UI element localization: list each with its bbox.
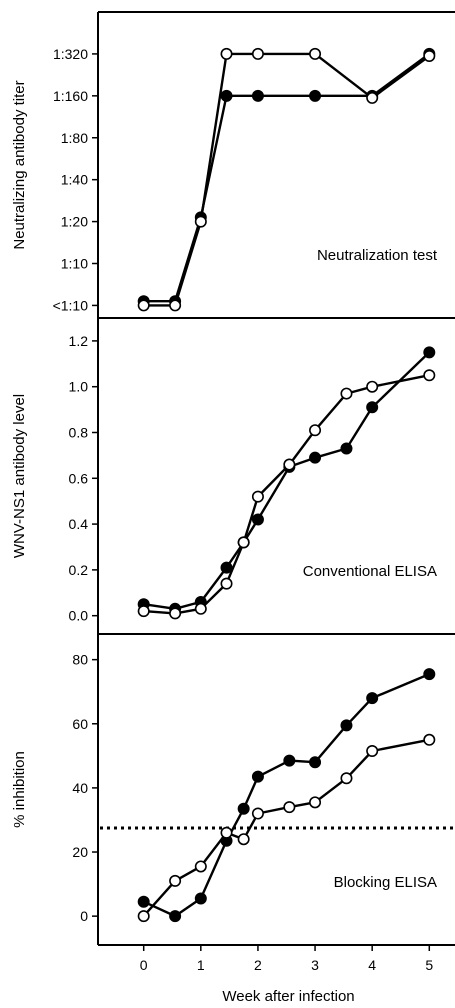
conventional-elisa-open-point (423, 369, 436, 382)
conventional-elisa-open-point (137, 605, 150, 618)
conventional-elisa-y-tick-label: 0.6 (69, 470, 89, 486)
blocking-elisa-x-label: Week after infection (222, 988, 354, 1005)
blocking-elisa-open-point (137, 910, 150, 923)
blocking-elisa-x-tick-label: 3 (311, 957, 319, 973)
blocking-elisa-x-tick-label: 1 (197, 957, 205, 973)
conventional-elisa-y-tick-label: 0.4 (69, 516, 89, 532)
blocking-elisa-filled-point (237, 802, 250, 815)
neutralization-filled-point (220, 89, 233, 102)
neutralization-open-point (220, 47, 233, 60)
blocking-elisa-panel: 0 20 40 60 80 0 1 2 3 4 5 % inhibition Week after in… (11, 633, 455, 1005)
conventional-elisa-filled-point (340, 442, 353, 455)
conventional-elisa-y-label: WNV-NS1 antibody level (11, 394, 28, 558)
conventional-elisa-annotation: Conventional ELISA (303, 563, 437, 580)
neutralization-y-label: Neutralizing antibody titer (11, 80, 28, 249)
conventional-elisa-open-point (340, 387, 353, 400)
conventional-elisa-open-point (194, 602, 207, 615)
conventional-elisa-panel: 0.0 0.2 0.4 0.6 0.8 1.0 1.2 WNV-NS1 antibody le… (11, 317, 455, 634)
neutralization-annotation: Neutralization test (317, 247, 438, 264)
neutralization-open-point (423, 50, 436, 63)
conventional-elisa-y-tick-label: 0.2 (69, 562, 89, 578)
blocking-elisa-filled-point (423, 668, 436, 681)
conventional-elisa-open-point (169, 607, 182, 620)
blocking-elisa-filled-point (137, 895, 150, 908)
conventional-elisa-filled-point (366, 401, 379, 414)
blocking-elisa-x-tick-label: 2 (254, 957, 262, 973)
conventional-elisa-open-point (283, 458, 296, 471)
blocking-elisa-filled-point (169, 910, 182, 923)
blocking-elisa-open-point (309, 796, 322, 809)
conventional-elisa-filled-point (220, 561, 233, 574)
blocking-elisa-filled-point (366, 692, 379, 705)
blocking-elisa-open-point (340, 772, 353, 785)
neutralization-open-point (169, 299, 182, 312)
neutralization-y-tick-label: 1:80 (61, 130, 88, 146)
blocking-elisa-filled-point (283, 754, 296, 767)
blocking-elisa-open-point (283, 801, 296, 814)
blocking-elisa-open-point (220, 826, 233, 839)
neutralization-open-point (309, 47, 322, 60)
conventional-elisa-open-point (309, 424, 322, 437)
blocking-elisa-y-label: % inhibition (11, 751, 28, 828)
blocking-elisa-filled-point (340, 719, 353, 732)
blocking-elisa-open-point (169, 874, 182, 887)
conventional-elisa-y-tick-label: 0.8 (69, 424, 89, 440)
neutralization-y-tick-label: <1:10 (53, 297, 89, 313)
conventional-elisa-open-point (220, 577, 233, 590)
blocking-elisa-open-point (237, 833, 250, 846)
conventional-elisa-y-tick-label: 1.0 (69, 379, 89, 395)
neutralization-y-tick-label: 1:20 (61, 214, 88, 230)
blocking-elisa-filled-point (251, 770, 264, 783)
neutralization-y-tick-label: 1:10 (61, 256, 88, 272)
neutralization-series-filled-line (143, 52, 431, 303)
blocking-elisa-open-point (423, 733, 436, 746)
blocking-elisa-y-tick-label: 60 (72, 716, 88, 732)
neutralization-series-open-line (143, 52, 431, 307)
neutralization-y-tick-label: 1:160 (53, 88, 88, 104)
blocking-elisa-y-tick-label: 0 (80, 908, 88, 924)
neutralization-open-point (366, 91, 379, 104)
conventional-elisa-filled-point (309, 451, 322, 464)
neutralization-open-point (194, 215, 207, 228)
blocking-elisa-open-point (251, 807, 264, 820)
blocking-elisa-open-point (366, 745, 379, 758)
blocking-elisa-y-tick-label: 40 (72, 780, 88, 796)
blocking-elisa-x-tick-label: 0 (140, 957, 148, 973)
neutralization-y-tick-label: 1:320 (53, 46, 88, 62)
neutralization-panel: <1:10 1:10 1:20 1:40 1:80 1:160 1:320 Neutraliz… (11, 11, 455, 318)
conventional-elisa-open-point (237, 536, 250, 549)
conventional-elisa-open-point (366, 380, 379, 393)
blocking-elisa-open-point (194, 860, 207, 873)
neutralization-filled-point (309, 89, 322, 102)
blocking-elisa-x-tick-label: 4 (368, 957, 376, 973)
conventional-elisa-open-point (251, 490, 264, 503)
blocking-elisa-filled-point (309, 756, 322, 769)
neutralization-open-point (137, 299, 150, 312)
blocking-elisa-filled-point (194, 892, 207, 905)
neutralization-open-point (251, 47, 264, 60)
neutralization-filled-point (251, 89, 264, 102)
conventional-elisa-y-tick-label: 0.0 (69, 608, 89, 624)
blocking-elisa-y-tick-label: 80 (72, 652, 88, 668)
conventional-elisa-filled-point (251, 513, 264, 526)
conventional-elisa-y-tick-label: 1.2 (69, 333, 89, 349)
conventional-elisa-filled-point (423, 346, 436, 359)
neutralization-y-tick-label: 1:40 (61, 172, 88, 188)
blocking-elisa-annotation: Blocking ELISA (334, 874, 437, 891)
blocking-elisa-x-tick-label: 5 (425, 957, 433, 973)
blocking-elisa-y-tick-label: 20 (72, 844, 88, 860)
